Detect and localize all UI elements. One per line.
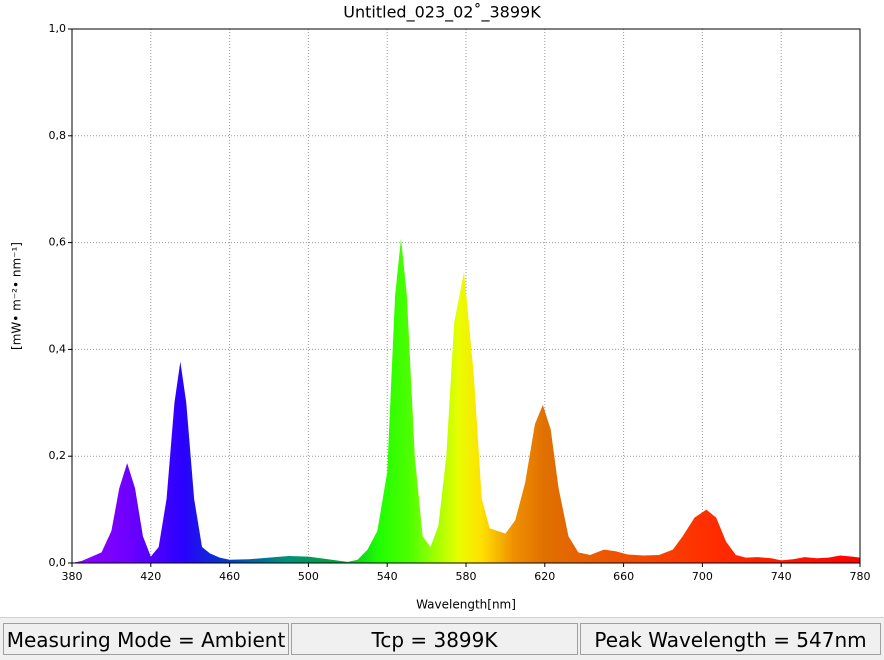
y-tick-label: 1,0 xyxy=(49,22,67,35)
x-tick-label: 420 xyxy=(140,570,161,583)
x-tick-label: 500 xyxy=(298,570,319,583)
x-tick-label: 780 xyxy=(850,570,871,583)
chart: Untitled_023_02˚_3899K Wavelength[nm] [m… xyxy=(10,3,871,612)
y-tick-label: 0,8 xyxy=(49,129,67,142)
y-tick-label: 0,2 xyxy=(49,449,67,462)
x-tick-label: 620 xyxy=(534,570,555,583)
x-tick-label: 580 xyxy=(456,570,477,583)
tcp: Tcp = 3899K xyxy=(291,623,578,655)
x-tick-label: 460 xyxy=(219,570,240,583)
measuring-mode: Measuring Mode = Ambient xyxy=(3,623,289,655)
plot-frame xyxy=(71,28,861,564)
x-tick-label: 740 xyxy=(771,570,792,583)
status-bar: Measuring Mode = Ambient Tcp = 3899K Pea… xyxy=(0,617,884,660)
plot xyxy=(72,238,860,563)
y-tick-label: 0,4 xyxy=(49,342,67,355)
x-tick-label: 380 xyxy=(62,570,83,583)
x-tick-label: 700 xyxy=(692,570,713,583)
peak-wavelength: Peak Wavelength = 547nm xyxy=(580,623,881,655)
y-axis-label: [mW• m⁻²• nm⁻¹] xyxy=(10,242,24,350)
y-tick-label: 0,0 xyxy=(49,556,67,569)
x-tick-label: 540 xyxy=(377,570,398,583)
chart-title: Untitled_023_02˚_3899K xyxy=(343,3,541,23)
x-tick-label: 660 xyxy=(613,570,634,583)
y-tick-label: 0,6 xyxy=(49,236,67,249)
x-axis-label: Wavelength[nm] xyxy=(416,598,516,612)
spectrum-area xyxy=(72,238,860,563)
